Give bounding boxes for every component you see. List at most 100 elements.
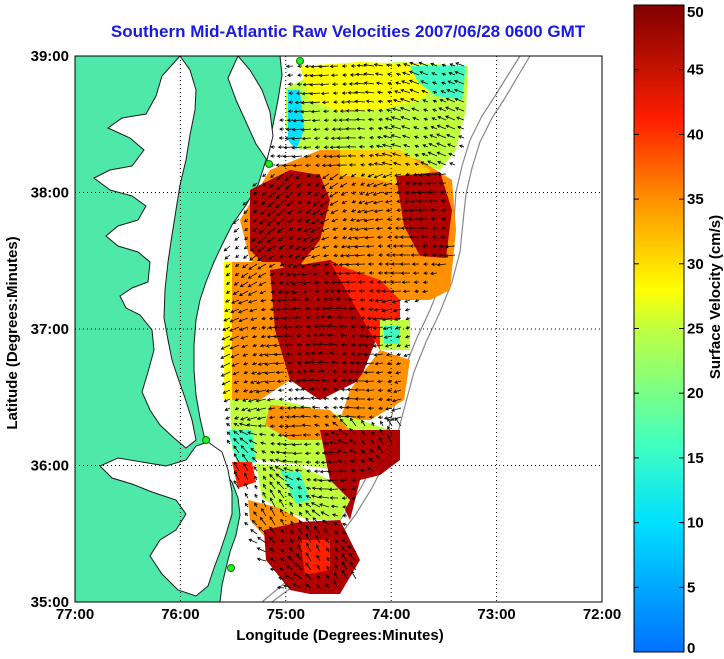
velocity-arrow <box>334 572 339 580</box>
velocity-arrow <box>293 308 303 310</box>
velocity-arrow-head <box>287 492 292 497</box>
velocity-arrow <box>256 380 267 384</box>
velocity-arrow-head <box>404 153 408 157</box>
velocity-arrow-head <box>387 81 392 86</box>
velocity-arrow-head <box>345 280 350 284</box>
velocity-arrow-head <box>356 63 361 68</box>
velocity-arrow-head <box>286 483 290 488</box>
velocity-arrow <box>338 428 348 436</box>
velocity-arrow-head <box>336 297 341 301</box>
velocity-arrow <box>277 586 285 589</box>
velocity-arrow <box>256 389 267 393</box>
velocity-arrow <box>373 200 384 204</box>
velocity-arrow-head <box>303 154 308 159</box>
velocity-arrow-head <box>262 173 266 177</box>
velocity-arrow <box>366 100 375 103</box>
velocity-arrow-head <box>305 562 309 567</box>
velocity-arrow-head <box>378 117 382 122</box>
velocity-arrow-head <box>351 191 356 195</box>
velocity-arrow <box>266 218 276 226</box>
velocity-arrow-head <box>347 154 352 158</box>
velocity-arrow-head <box>306 469 310 473</box>
velocity-arrow <box>340 254 348 257</box>
velocity-arrow <box>240 335 249 340</box>
velocity-arrow-head <box>257 362 262 366</box>
velocity-arrow-head <box>386 217 391 222</box>
velocity-arrow <box>402 135 411 139</box>
velocity-arrow <box>293 572 303 580</box>
velocity-arrow <box>250 317 258 321</box>
velocity-arrow-head <box>327 324 332 328</box>
velocity-arrow <box>373 335 384 338</box>
velocity-arrow <box>404 299 411 303</box>
velocity-arrow <box>225 407 231 411</box>
velocity-arrow <box>311 502 321 508</box>
velocity-arrow-head <box>254 484 258 489</box>
velocity-arrow <box>310 74 321 77</box>
velocity-arrow-head <box>341 569 346 574</box>
velocity-arrow-head <box>454 70 459 75</box>
velocity-arrow-head <box>339 109 344 113</box>
velocity-arrow-head <box>408 235 413 239</box>
velocity-arrow-head <box>337 439 342 443</box>
velocity-arrow-head <box>298 209 302 213</box>
velocity-arrow <box>376 371 384 374</box>
velocity-arrow <box>409 71 420 76</box>
velocity-arrow-head <box>453 79 458 84</box>
velocity-arrow <box>319 361 330 364</box>
velocity-arrow <box>320 227 330 232</box>
velocity-arrow-head <box>405 172 410 177</box>
velocity-arrow <box>239 317 249 322</box>
velocity-arrow <box>445 115 456 121</box>
velocity-arrow-head <box>316 554 320 559</box>
velocity-arrow-head <box>282 154 287 159</box>
velocity-arrow <box>330 352 339 355</box>
velocity-arrow-head <box>293 109 298 114</box>
velocity-arrow-head <box>220 346 225 350</box>
velocity-arrow-head <box>392 244 397 248</box>
velocity-arrow <box>292 281 303 285</box>
velocity-arrow <box>221 371 231 377</box>
velocity-arrow-head <box>288 227 293 231</box>
velocity-arrow <box>283 460 294 463</box>
colorbar-tick-label: 10 <box>687 515 704 532</box>
map-title: Southern Mid-Atlantic Raw Velocities 200… <box>110 22 586 41</box>
velocity-arrow-head <box>275 195 280 199</box>
colorbar-tick-label: 15 <box>687 450 704 467</box>
velocity-arrow-head <box>350 173 355 178</box>
velocity-arrow-head <box>244 492 249 497</box>
velocity-arrow <box>233 290 240 295</box>
velocity-arrow-head <box>342 361 346 365</box>
velocity-arrow-head <box>290 520 294 525</box>
velocity-arrow <box>383 182 393 186</box>
velocity-arrow-head <box>229 346 234 350</box>
velocity-arrow-head <box>276 442 281 446</box>
velocity-arrow-head <box>355 117 360 122</box>
velocity-arrow-head <box>345 136 350 140</box>
velocity-arrow-head <box>331 513 336 517</box>
velocity-arrow-head <box>373 162 378 166</box>
velocity-arrow <box>286 200 294 206</box>
velocity-arrow <box>289 547 294 553</box>
velocity-arrow <box>392 153 402 157</box>
velocity-arrow-head <box>381 317 386 322</box>
velocity-arrow-head <box>225 299 229 303</box>
velocity-arrow-head <box>297 218 302 222</box>
velocity-arrow <box>269 526 276 535</box>
velocity-arrow <box>314 281 321 284</box>
velocity-arrow <box>329 191 339 198</box>
velocity-arrow-head <box>288 219 292 223</box>
velocity-arrow-head <box>348 306 353 311</box>
velocity-arrow-head <box>327 163 332 168</box>
velocity-arrow-head <box>273 325 278 330</box>
velocity-arrow-head <box>280 558 284 562</box>
velocity-arrow-head <box>305 542 310 547</box>
velocity-arrow <box>387 426 393 436</box>
velocity-arrow-head <box>349 459 354 463</box>
velocity-arrow-head <box>242 264 246 269</box>
velocity-arrow <box>351 571 357 580</box>
velocity-arrow-head <box>305 495 310 499</box>
y-tick-label: 37:00 <box>31 321 69 338</box>
velocity-arrow-head <box>408 208 413 213</box>
velocity-arrow <box>262 500 267 508</box>
